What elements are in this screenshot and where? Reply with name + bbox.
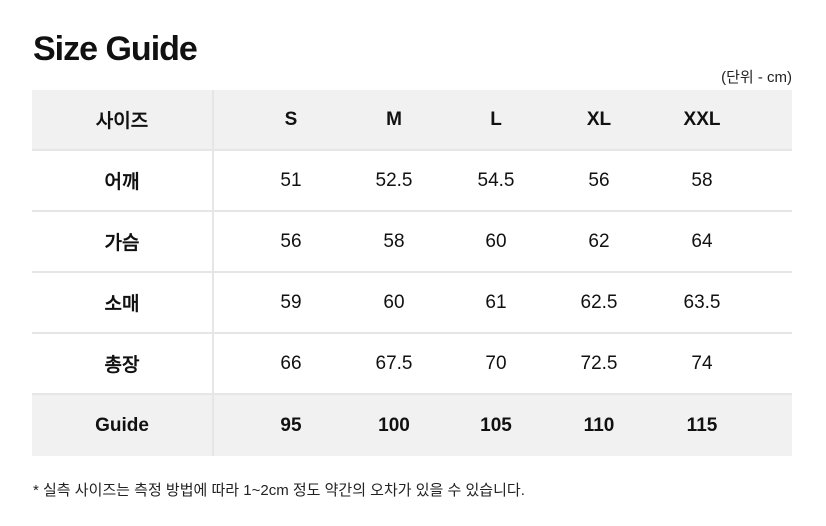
table-cell: 115 [686,414,718,436]
table-cell: 51 [280,169,302,191]
table-cell: 60 [485,230,507,252]
table-cell: 110 [583,414,615,436]
table-cell: L [490,108,502,130]
table-row: 어깨 51 52.5 54.5 56 58 [32,151,792,212]
row-label: 가슴 [32,212,214,271]
table-cell: 105 [480,414,512,436]
table-cell: XL [586,108,612,130]
table-cell: 100 [378,414,410,436]
row-label: 총장 [32,334,214,393]
row-label: 어깨 [32,151,214,210]
row-label: 사이즈 [32,90,214,149]
table-cell: 70 [485,352,507,374]
table-header-row: 사이즈 S M L XL XXL [32,90,792,151]
table-cell: 61 [485,291,507,313]
table-cell: 56 [588,169,610,191]
table-cell: XXL [683,108,721,130]
table-guide-row: Guide 95 100 105 110 115 [32,395,792,456]
table-cell: 74 [691,352,713,374]
table-cell: 95 [280,414,302,436]
table-cell: 52.5 [375,169,413,191]
table-cell: 62 [588,230,610,252]
measurement-note: * 실측 사이즈는 측정 방법에 따라 1~2cm 정도 약간의 오차가 있을 … [33,482,525,499]
row-label: 소매 [32,273,214,332]
table-cell: M [386,108,402,130]
table-cell: S [284,108,298,130]
size-table: 사이즈 S M L XL XXL 어깨 51 52.5 54.5 56 58 가슴 56 58 60 62 64 소… [32,90,792,456]
table-cell: 60 [383,291,405,313]
table-cell: 54.5 [477,169,515,191]
table-row: 총장 66 67.5 70 72.5 74 [32,334,792,395]
table-cell: 63.5 [683,291,721,313]
table-cell: 58 [383,230,405,252]
unit-label: (단위 - cm) [721,69,792,86]
table-row: 가슴 56 58 60 62 64 [32,212,792,273]
table-cell: 62.5 [580,291,618,313]
table-cell: 59 [280,291,302,313]
table-cell: 66 [280,352,302,374]
row-label: Guide [32,395,214,456]
page-title: Size Guide [33,30,198,68]
table-row: 소매 59 60 61 62.5 63.5 [32,273,792,334]
table-cell: 58 [691,169,713,191]
table-cell: 64 [691,230,713,252]
table-cell: 72.5 [580,352,618,374]
table-cell: 67.5 [375,352,413,374]
table-cell: 56 [280,230,302,252]
